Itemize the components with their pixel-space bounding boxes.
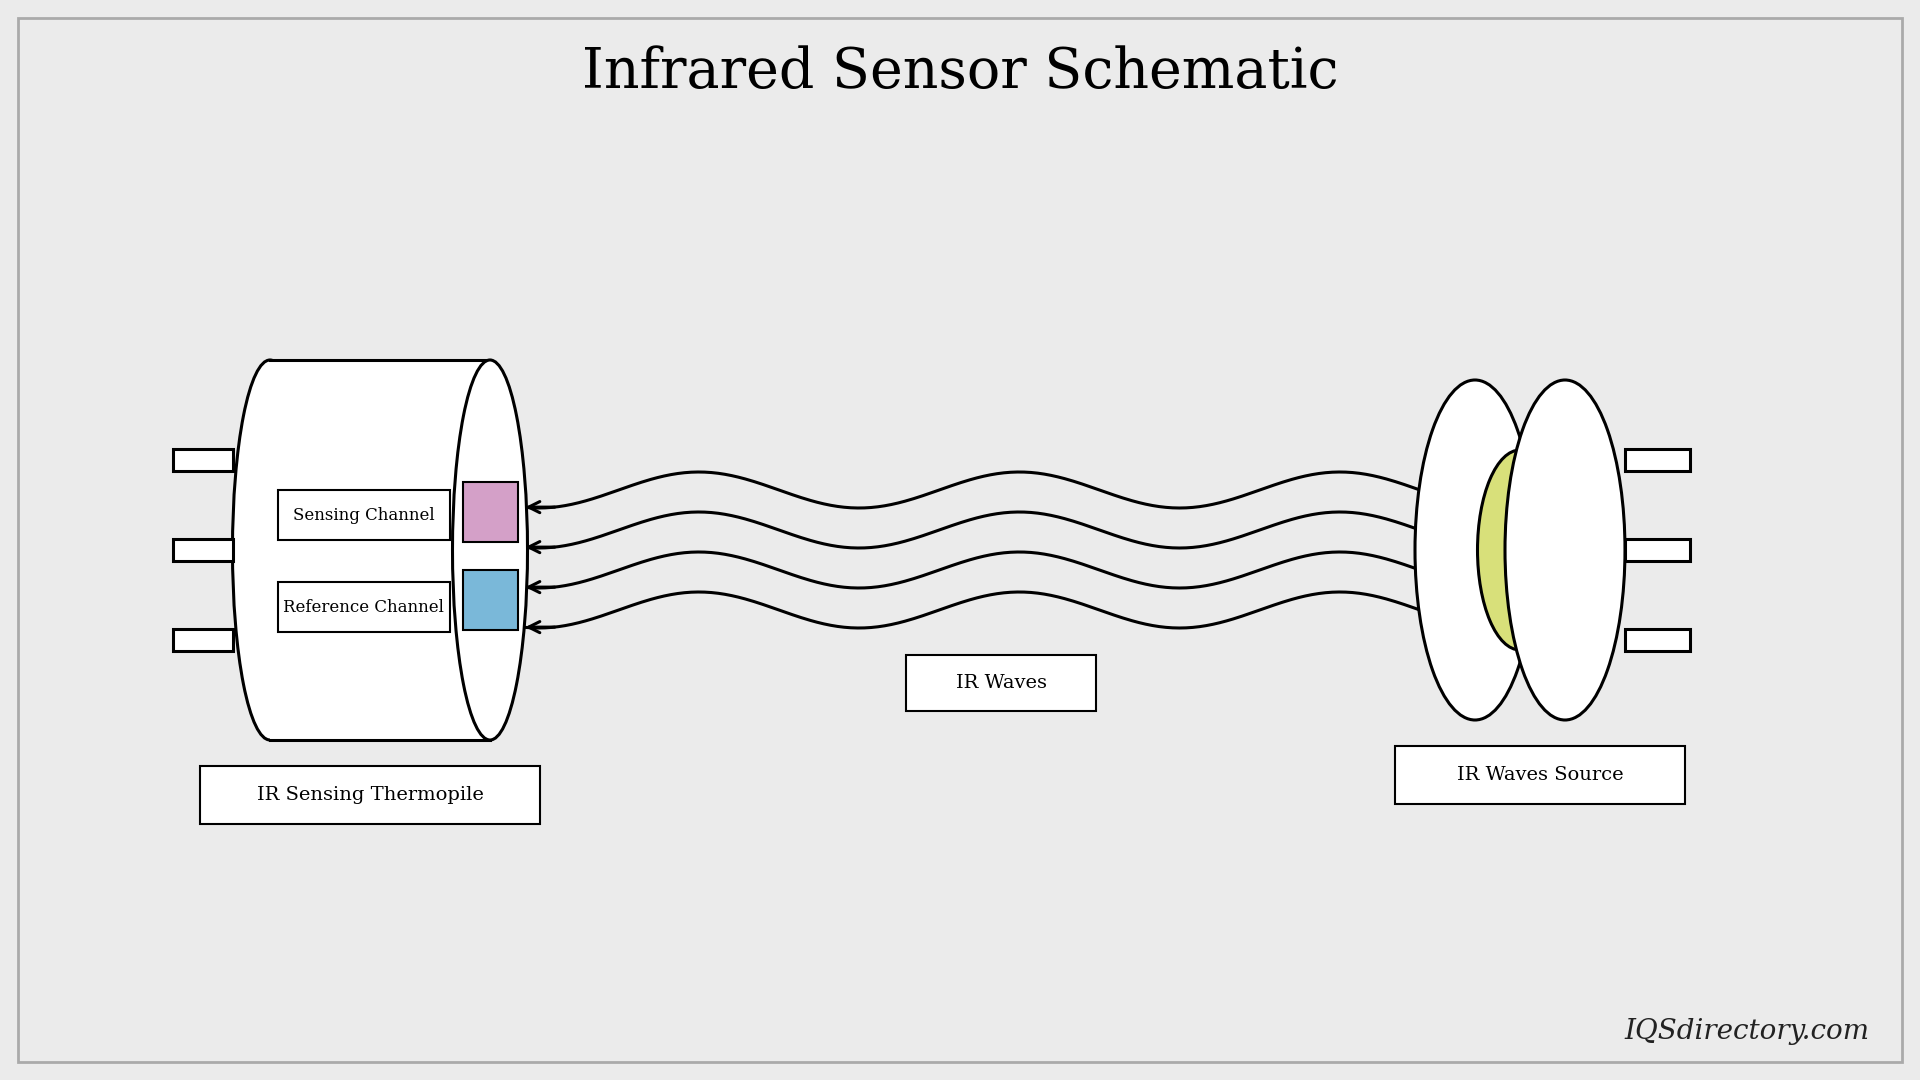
Text: IR Waves Source: IR Waves Source bbox=[1457, 766, 1622, 784]
FancyBboxPatch shape bbox=[278, 582, 449, 632]
Bar bbox=[1624, 539, 1690, 561]
Bar bbox=[1624, 449, 1690, 471]
Bar bbox=[173, 539, 232, 561]
Bar bbox=[173, 629, 232, 651]
FancyBboxPatch shape bbox=[906, 654, 1096, 711]
Text: IQSdirectory.com: IQSdirectory.com bbox=[1624, 1018, 1870, 1045]
Bar bbox=[1624, 629, 1690, 651]
Bar bbox=[463, 482, 518, 542]
Text: IR Sensing Thermopile: IR Sensing Thermopile bbox=[257, 786, 484, 804]
Ellipse shape bbox=[1505, 380, 1624, 720]
Bar bbox=[173, 449, 232, 471]
FancyBboxPatch shape bbox=[1396, 746, 1686, 804]
Text: Infrared Sensor Schematic: Infrared Sensor Schematic bbox=[582, 45, 1338, 99]
FancyBboxPatch shape bbox=[200, 766, 540, 824]
Ellipse shape bbox=[1415, 380, 1534, 720]
Ellipse shape bbox=[1478, 450, 1563, 650]
Ellipse shape bbox=[453, 360, 528, 740]
Ellipse shape bbox=[232, 360, 307, 740]
Bar bbox=[463, 570, 518, 630]
Text: Reference Channel: Reference Channel bbox=[284, 598, 444, 616]
Bar bbox=[1475, 440, 1565, 660]
Bar bbox=[271, 360, 490, 740]
Text: IR Waves: IR Waves bbox=[956, 674, 1046, 692]
FancyBboxPatch shape bbox=[278, 490, 449, 540]
Text: Sensing Channel: Sensing Channel bbox=[294, 507, 434, 524]
